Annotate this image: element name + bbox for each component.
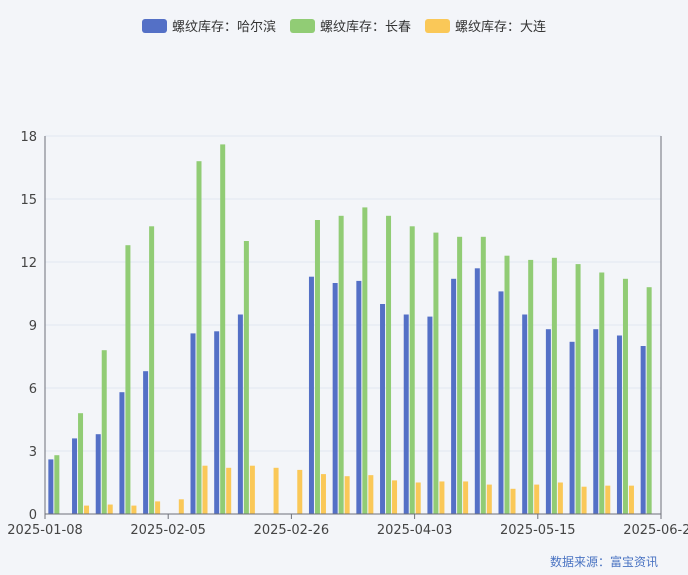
bar-changchun: [575, 264, 581, 514]
bar-changchun: [599, 272, 605, 514]
bar-changchun: [196, 161, 202, 514]
bar-changchun: [338, 215, 344, 515]
bar-harbin: [522, 314, 528, 514]
bar-harbin: [95, 434, 101, 514]
bar-harbin: [380, 304, 386, 514]
bar-dalian: [415, 482, 421, 514]
x-tick-label: 2025-01-08: [7, 523, 83, 538]
bar-harbin: [498, 291, 504, 514]
bar-dalian: [320, 474, 326, 514]
bar-dalian: [178, 499, 184, 514]
bar-dalian: [107, 504, 113, 514]
bar-dalian: [439, 481, 445, 514]
bar-harbin: [72, 438, 78, 514]
bar-changchun: [243, 241, 249, 514]
bar-dalian: [273, 467, 279, 514]
legend-swatch-harbin: [141, 18, 167, 33]
bar-dalian: [297, 469, 303, 514]
bar-changchun: [504, 255, 510, 514]
bar-changchun: [480, 236, 486, 515]
bar-changchun: [646, 287, 652, 514]
bar-changchun: [220, 144, 226, 514]
y-tick-label: 0: [29, 508, 37, 523]
bar-dalian: [510, 488, 516, 514]
bar-changchun: [78, 413, 84, 514]
legend-swatch-changchun: [289, 18, 315, 33]
bar-dalian: [557, 482, 563, 514]
bar-changchun: [125, 245, 131, 514]
bar-dalian: [155, 501, 161, 514]
bar-changchun: [433, 232, 439, 514]
bar-dalian: [628, 485, 634, 514]
bar-harbin: [545, 329, 551, 514]
x-tick-label: 2025-02-26: [254, 523, 330, 538]
bar-dalian: [249, 465, 255, 514]
bar-changchun: [528, 259, 534, 514]
bar-dalian: [581, 486, 587, 514]
bar-changchun: [386, 215, 392, 515]
bar-dalian: [486, 484, 492, 514]
data-source-label: 数据来源：富宝资讯: [549, 555, 658, 569]
y-tick-label: 18: [20, 130, 37, 145]
bar-harbin: [237, 314, 243, 514]
legend-label-dalian: 螺纹库存：大连: [455, 20, 547, 35]
bar-dalian: [463, 481, 469, 514]
bar-harbin: [332, 283, 338, 514]
bar-changchun: [314, 220, 320, 514]
bar-changchun: [54, 455, 60, 514]
bar-harbin: [308, 276, 314, 514]
bar-dalian: [226, 467, 232, 514]
legend-item-dalian[interactable]: 螺纹库存：大连: [425, 16, 546, 35]
legend-label-harbin: 螺纹库存：哈尔滨: [171, 20, 276, 35]
bar-harbin: [48, 459, 54, 514]
y-tick-label: 12: [20, 256, 37, 271]
chart-legend: 螺纹库存：哈尔滨 螺纹库存：长春 螺纹库存：大连: [0, 16, 688, 35]
bar-changchun: [409, 226, 415, 515]
bar-harbin: [640, 346, 646, 514]
legend-swatch-dalian: [425, 18, 450, 33]
legend-item-harbin[interactable]: 螺纹库存：哈尔滨: [141, 16, 276, 35]
bar-dalian: [534, 484, 540, 514]
bar-harbin: [569, 341, 575, 514]
bar-harbin: [190, 333, 196, 514]
bar-changchun: [101, 350, 107, 514]
bar-dalian: [131, 505, 137, 514]
bar-dalian: [202, 465, 208, 514]
bar-harbin: [356, 280, 362, 514]
y-tick-label: 9: [29, 319, 37, 334]
y-tick-label: 6: [29, 382, 37, 397]
bar-harbin: [119, 392, 125, 514]
legend-item-changchun[interactable]: 螺纹库存：长春: [289, 16, 411, 35]
bar-dalian: [392, 480, 398, 514]
bar-dalian: [344, 476, 350, 514]
bar-dalian: [368, 475, 374, 514]
bar-harbin: [451, 278, 457, 514]
bar-harbin: [427, 316, 433, 514]
x-tick-label: 2025-05-15: [500, 523, 576, 538]
bar-changchun: [149, 226, 155, 515]
bar-changchun: [622, 278, 628, 514]
x-tick-label: 2025-02-05: [130, 523, 206, 538]
bar-dalian: [84, 505, 90, 514]
bar-harbin: [214, 331, 220, 514]
y-tick-label: 3: [29, 445, 37, 460]
x-tick-label: 2025-06-26: [623, 523, 688, 538]
bar-harbin: [143, 371, 149, 514]
legend-label-changchun: 螺纹库存：长春: [319, 20, 411, 35]
x-tick-label: 2025-04-03: [377, 523, 453, 538]
bar-harbin: [403, 314, 409, 514]
bar-changchun: [551, 257, 557, 514]
bar-dalian: [605, 485, 611, 514]
bar-harbin: [616, 335, 622, 514]
bar-harbin: [593, 329, 599, 514]
bar-changchun: [362, 207, 368, 514]
y-tick-label: 15: [20, 193, 37, 208]
bar-changchun: [457, 236, 463, 515]
bar-harbin: [474, 268, 480, 514]
